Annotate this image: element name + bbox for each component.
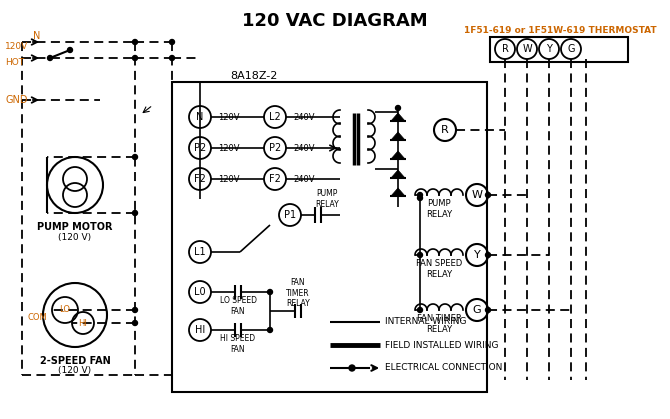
Text: P2: P2	[194, 143, 206, 153]
Circle shape	[417, 196, 423, 201]
Circle shape	[486, 308, 490, 313]
Text: P2: P2	[269, 143, 281, 153]
Text: FAN TIMER
RELAY: FAN TIMER RELAY	[417, 314, 462, 334]
Circle shape	[417, 192, 423, 197]
Circle shape	[267, 290, 273, 295]
Text: 120 VAC DIAGRAM: 120 VAC DIAGRAM	[242, 12, 428, 30]
Circle shape	[417, 253, 423, 258]
Text: 120V: 120V	[218, 112, 239, 122]
Text: Y: Y	[474, 250, 480, 260]
Circle shape	[349, 365, 355, 371]
Text: W: W	[522, 44, 532, 54]
Circle shape	[267, 328, 273, 333]
Circle shape	[133, 155, 137, 160]
Circle shape	[486, 253, 490, 258]
Text: 2-SPEED FAN: 2-SPEED FAN	[40, 356, 111, 366]
Text: LO: LO	[60, 305, 70, 315]
Text: L2: L2	[269, 112, 281, 122]
Text: 120V: 120V	[5, 41, 28, 51]
Text: 240V: 240V	[293, 174, 314, 184]
Text: L0: L0	[194, 287, 206, 297]
Text: P1: P1	[284, 210, 296, 220]
Text: INTERNAL WIRING: INTERNAL WIRING	[385, 318, 466, 326]
Circle shape	[133, 308, 137, 313]
Text: PUMP
RELAY: PUMP RELAY	[315, 189, 339, 209]
Polygon shape	[391, 188, 405, 196]
Text: N: N	[34, 31, 41, 41]
Circle shape	[133, 210, 137, 215]
Text: FAN
TIMER
RELAY: FAN TIMER RELAY	[286, 278, 310, 308]
Text: PUMP
RELAY: PUMP RELAY	[426, 199, 452, 219]
Text: 8A18Z-2: 8A18Z-2	[230, 71, 277, 81]
Text: N: N	[196, 112, 204, 122]
Text: Y: Y	[546, 44, 552, 54]
Text: 240V: 240V	[293, 112, 314, 122]
Circle shape	[395, 106, 401, 111]
Circle shape	[133, 39, 137, 44]
Text: W: W	[472, 190, 482, 200]
Text: G: G	[473, 305, 481, 315]
Polygon shape	[391, 151, 405, 159]
Text: HI SPEED
FAN: HI SPEED FAN	[220, 334, 255, 354]
Circle shape	[133, 55, 137, 60]
Circle shape	[48, 55, 52, 60]
Circle shape	[68, 47, 72, 52]
Polygon shape	[391, 170, 405, 178]
Text: L1: L1	[194, 247, 206, 257]
Text: F2: F2	[194, 174, 206, 184]
Text: GND: GND	[5, 95, 27, 105]
Polygon shape	[391, 113, 405, 121]
Text: HI: HI	[195, 325, 205, 335]
Circle shape	[170, 55, 174, 60]
Text: COM: COM	[27, 313, 47, 321]
Text: FAN SPEED
RELAY: FAN SPEED RELAY	[416, 259, 462, 279]
Text: FIELD INSTALLED WIRING: FIELD INSTALLED WIRING	[385, 341, 498, 349]
Text: (120 V): (120 V)	[58, 367, 92, 375]
Text: R: R	[441, 125, 449, 135]
Text: F2: F2	[269, 174, 281, 184]
Text: HI: HI	[78, 318, 88, 328]
Polygon shape	[391, 132, 405, 140]
Text: HOT: HOT	[5, 57, 24, 67]
Text: ELECTRICAL CONNECTION: ELECTRICAL CONNECTION	[385, 364, 502, 372]
Text: G: G	[567, 44, 575, 54]
Bar	[490, 37, 628, 62]
Circle shape	[170, 39, 174, 44]
Circle shape	[486, 192, 490, 197]
Circle shape	[133, 321, 137, 326]
Text: R: R	[502, 44, 509, 54]
Text: 120V: 120V	[218, 143, 239, 153]
Text: 240V: 240V	[293, 143, 314, 153]
Text: 1F51-619 or 1F51W-619 THERMOSTAT: 1F51-619 or 1F51W-619 THERMOSTAT	[464, 26, 657, 34]
Text: PUMP MOTOR: PUMP MOTOR	[38, 222, 113, 232]
Text: LO SPEED
FAN: LO SPEED FAN	[220, 296, 257, 316]
Bar	[172, 82, 487, 392]
Text: (120 V): (120 V)	[58, 233, 92, 241]
Circle shape	[417, 308, 423, 313]
Text: 120V: 120V	[218, 174, 239, 184]
